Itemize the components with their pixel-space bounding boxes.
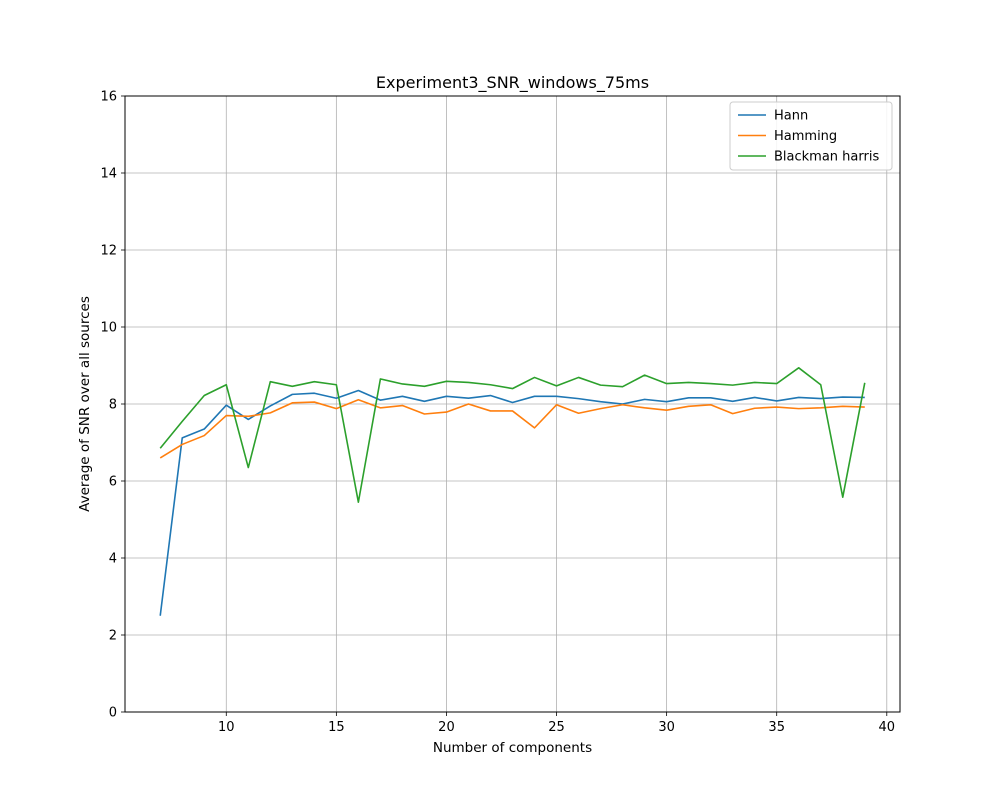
x-axis-label: Number of components [433, 740, 592, 756]
y-tick-label: 0 [109, 706, 117, 721]
x-tick-label: 35 [768, 720, 785, 735]
x-tick-label: 20 [438, 720, 455, 735]
series-lines [159, 367, 866, 616]
y-tick-label: 8 [109, 398, 117, 413]
x-tick-label: 40 [879, 720, 896, 735]
series-line-hann [159, 389, 865, 616]
x-tick-label: 25 [548, 720, 565, 735]
y-tick-label: 16 [100, 90, 117, 105]
y-axis-label: Average of SNR over all sources [77, 296, 93, 512]
y-tick-label: 4 [109, 552, 117, 567]
legend: Hann Hamming Blackman harris [729, 101, 893, 171]
series-line-hamming [159, 398, 865, 459]
legend-label-hamming: Hamming [774, 129, 837, 144]
x-tick-label: 15 [328, 720, 345, 735]
x-tick-label: 10 [218, 720, 235, 735]
y-tick-label: 14 [100, 167, 117, 182]
axis-ticks: 10 15 20 25 30 35 40 0 2 4 6 8 10 12 14 16 [100, 90, 895, 736]
y-tick-label: 12 [100, 244, 117, 259]
x-tick-label: 30 [658, 720, 675, 735]
y-tick-label: 2 [109, 629, 117, 644]
y-tick-label: 6 [109, 475, 117, 490]
y-tick-label: 10 [100, 321, 117, 336]
legend-box [729, 101, 893, 171]
series-line-blackman-harris [159, 367, 866, 503]
legend-label-blackman-harris: Blackman harris [774, 150, 879, 165]
legend-label-hann: Hann [774, 109, 808, 124]
chart-title: Experiment3_SNR_windows_75ms [376, 73, 649, 93]
